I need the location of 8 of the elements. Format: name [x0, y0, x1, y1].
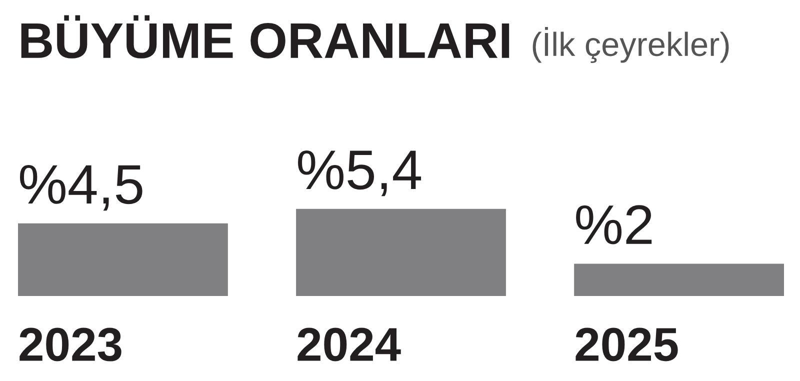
data-label: %4,5 [20, 164, 142, 211]
chart-subtitle: (İlk çeyrekler) [532, 27, 729, 63]
data-label: %5,4 [298, 150, 422, 196]
data-label: %2 [576, 205, 652, 244]
x-tick-label: 2024 [298, 328, 401, 362]
x-tick-label: 2025 [576, 328, 678, 362]
x-tick-label: 2023 [20, 328, 122, 362]
chart-title: BÜYÜME ORANLARI [21, 15, 510, 58]
